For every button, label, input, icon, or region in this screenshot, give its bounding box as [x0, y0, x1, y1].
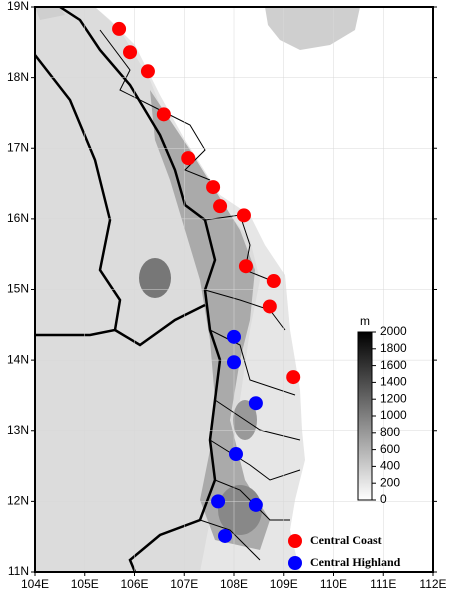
colorbar-tick-label: 0 — [380, 492, 387, 506]
x-tick-label: 109E — [270, 577, 298, 591]
station-point — [206, 180, 221, 195]
x-tick-label: 110E — [320, 577, 347, 591]
station-point — [123, 45, 138, 60]
station-point — [227, 355, 241, 370]
colorbar-tick-label: 600 — [380, 442, 400, 456]
y-tick-label: 18N — [7, 70, 29, 84]
y-tick-label: 12N — [7, 494, 29, 508]
colorbar-tick-label: 2000 — [380, 324, 407, 338]
x-tick-label: 107E — [170, 577, 198, 591]
station-point — [156, 107, 171, 122]
colorbar-tick-label: 1400 — [380, 375, 407, 389]
y-tick-label: 14N — [7, 352, 29, 366]
station-point — [227, 329, 241, 344]
legend: Central Coast Central Highland — [288, 533, 401, 570]
colorbar-tick-label: 800 — [380, 425, 400, 439]
y-tick-label: 11N — [8, 564, 29, 578]
x-tick-label: 104E — [21, 577, 49, 591]
colorbar-tick-label: 400 — [380, 459, 400, 473]
legend-marker — [288, 534, 302, 548]
y-tick-label: 15N — [7, 282, 29, 296]
station-point — [181, 151, 196, 166]
x-tick-label: 112E — [419, 577, 446, 591]
station-point — [236, 208, 251, 223]
legend-label: Central Highland — [310, 555, 401, 569]
x-tick-label: 108E — [220, 577, 248, 591]
y-tick-label: 13N — [7, 423, 29, 437]
stations — [112, 21, 301, 543]
station-point — [248, 497, 263, 512]
colorbar-unit: m — [360, 314, 370, 328]
station-point — [266, 274, 281, 289]
x-tick-label: 106E — [120, 577, 148, 591]
legend-label: Central Coast — [310, 533, 382, 547]
x-tick-label: 105E — [71, 577, 99, 591]
station-point — [286, 370, 301, 385]
x-tick-label: 111E — [370, 577, 396, 591]
colorbar-tick-label: 1800 — [380, 341, 407, 355]
station-point — [112, 21, 127, 36]
y-tick-label: 19N — [7, 0, 29, 13]
station-point — [211, 494, 226, 509]
station-point — [262, 299, 277, 314]
colorbar-tick-label: 1200 — [380, 391, 407, 405]
axes: 104E 105E 106E 107E 108E 109E 110E 111E 112E 11N 1… — [7, 0, 447, 591]
station-point — [238, 259, 253, 274]
colorbar — [357, 331, 373, 501]
station-point — [248, 396, 263, 411]
colorbar-tick-label: 1000 — [380, 408, 407, 422]
legend-marker — [288, 556, 302, 570]
colorbar-tick-label: 200 — [380, 475, 400, 489]
station-point — [218, 528, 233, 543]
colorbar-ticks: 0 200 400 600 800 1000 1200 1400 1600 1800 2000 — [372, 324, 407, 506]
y-tick-label: 16N — [7, 211, 29, 225]
station-point — [140, 64, 155, 79]
station-point — [213, 199, 228, 214]
colorbar-tick-label: 1600 — [380, 358, 407, 372]
y-tick-label: 17N — [7, 140, 29, 154]
station-point — [228, 447, 243, 462]
